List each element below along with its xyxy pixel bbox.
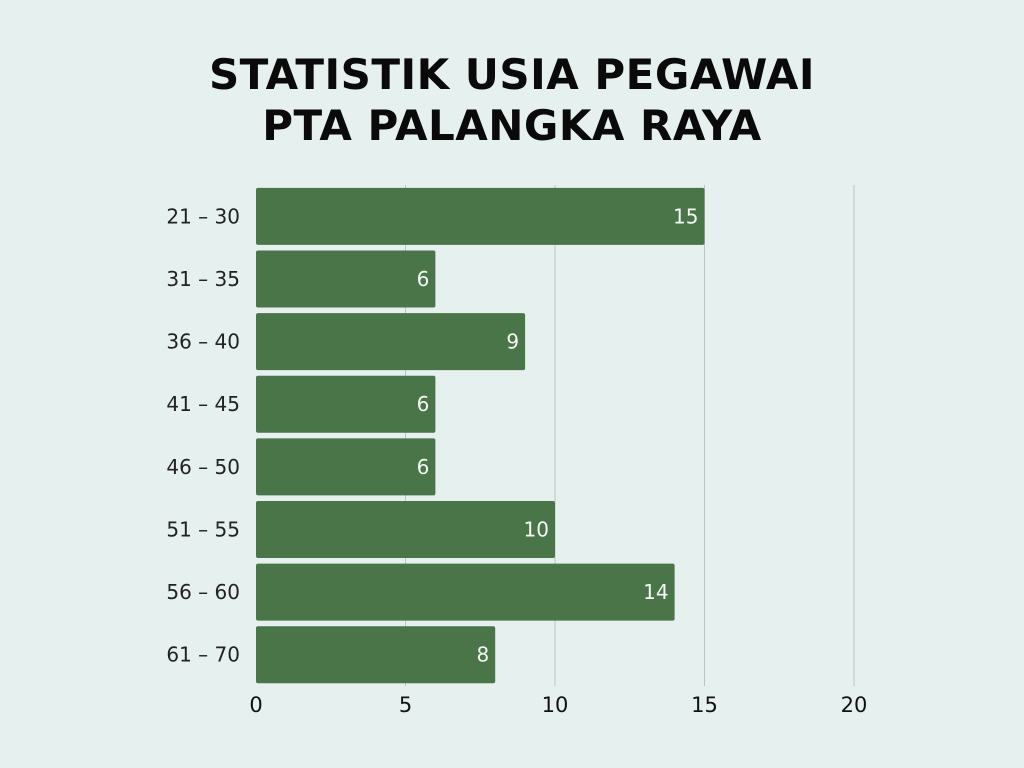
category-label: 46 – 50 xyxy=(166,455,240,479)
bar xyxy=(256,375,436,433)
bar-value-label: 14 xyxy=(643,580,668,604)
bar-value-label: 6 xyxy=(417,455,430,479)
x-tick-label: 20 xyxy=(841,693,868,717)
bar xyxy=(256,187,705,245)
bar xyxy=(256,563,675,621)
x-tick-label: 5 xyxy=(399,693,412,717)
chart-title-line-2: PTA PALANGKA RAYA xyxy=(262,101,762,150)
x-axis-ticks: 0 5 10 15 20 xyxy=(249,693,867,717)
category-label: 31 – 35 xyxy=(166,267,240,291)
bar-value-label: 6 xyxy=(417,392,430,416)
category-label: 21 – 30 xyxy=(166,204,240,228)
bar-value-label: 10 xyxy=(524,517,549,541)
bar-value-label: 15 xyxy=(673,204,698,228)
bar-value-label: 9 xyxy=(506,330,519,354)
category-label: 51 – 55 xyxy=(166,517,240,541)
category-label: 61 – 70 xyxy=(166,643,240,667)
x-tick-label: 15 xyxy=(691,693,718,717)
bar xyxy=(256,438,436,496)
x-tick-label: 0 xyxy=(249,693,262,717)
bar xyxy=(256,250,436,308)
bar xyxy=(256,626,496,684)
x-tick-label: 10 xyxy=(542,693,569,717)
bar xyxy=(256,313,526,371)
bar-value-label: 8 xyxy=(476,643,489,667)
category-label: 41 – 45 xyxy=(166,392,240,416)
bar xyxy=(256,500,555,558)
category-labels: 21 – 30 31 – 35 36 – 40 41 – 45 46 – 50 51 – … xyxy=(166,204,240,666)
bar-value-label: 6 xyxy=(417,267,430,291)
category-label: 36 – 40 xyxy=(166,330,240,354)
category-label: 56 – 60 xyxy=(166,580,240,604)
bars: 15 6 9 6 6 10 14 8 xyxy=(256,187,705,684)
chart-title-line-1: STATISTIK USIA PEGAWAI xyxy=(208,50,816,99)
